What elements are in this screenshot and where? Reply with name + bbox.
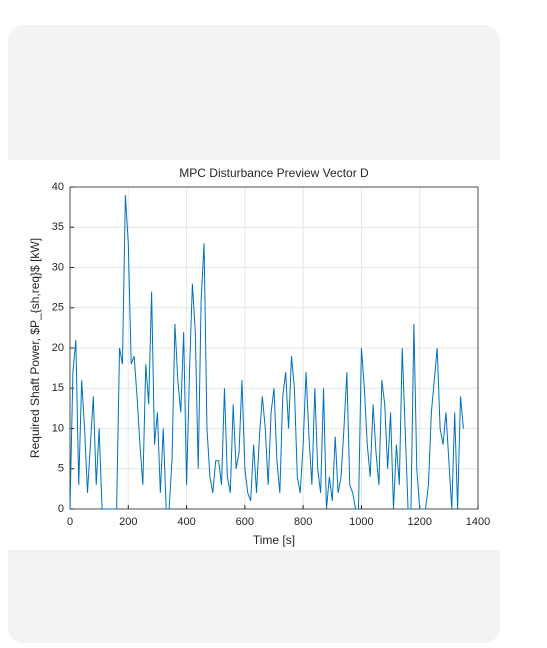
y-tick-label: 40 xyxy=(52,181,64,193)
y-axis-label: Required Shaft Power, $P_{sh,req}$ [kW] xyxy=(28,238,42,458)
y-tick-label: 10 xyxy=(52,422,64,434)
y-tick-label: 0 xyxy=(58,503,64,515)
data-line xyxy=(69,195,464,510)
x-tick-label: 1000 xyxy=(349,516,373,528)
y-tick-label: 15 xyxy=(52,382,64,394)
x-tick-label: 200 xyxy=(119,516,137,528)
x-tick-label: 1200 xyxy=(407,516,431,528)
x-tick-label: 400 xyxy=(177,516,195,528)
x-tick-label: 0 xyxy=(67,516,73,528)
chart-title: MPC Disturbance Preview Vector D xyxy=(179,166,369,180)
chart-panel xyxy=(8,160,500,550)
y-tick-label: 35 xyxy=(52,221,64,233)
x-tick-label: 800 xyxy=(294,516,312,528)
y-tick-label: 5 xyxy=(58,463,64,475)
x-tick-label: 600 xyxy=(236,516,254,528)
axes-box xyxy=(69,186,479,510)
y-tick-label: 25 xyxy=(52,302,64,314)
x-axis-label: Time [s] xyxy=(253,533,295,547)
x-tick-label: 1400 xyxy=(466,516,490,528)
y-tick-label: 30 xyxy=(52,261,64,273)
y-tick-label: 20 xyxy=(52,342,64,354)
